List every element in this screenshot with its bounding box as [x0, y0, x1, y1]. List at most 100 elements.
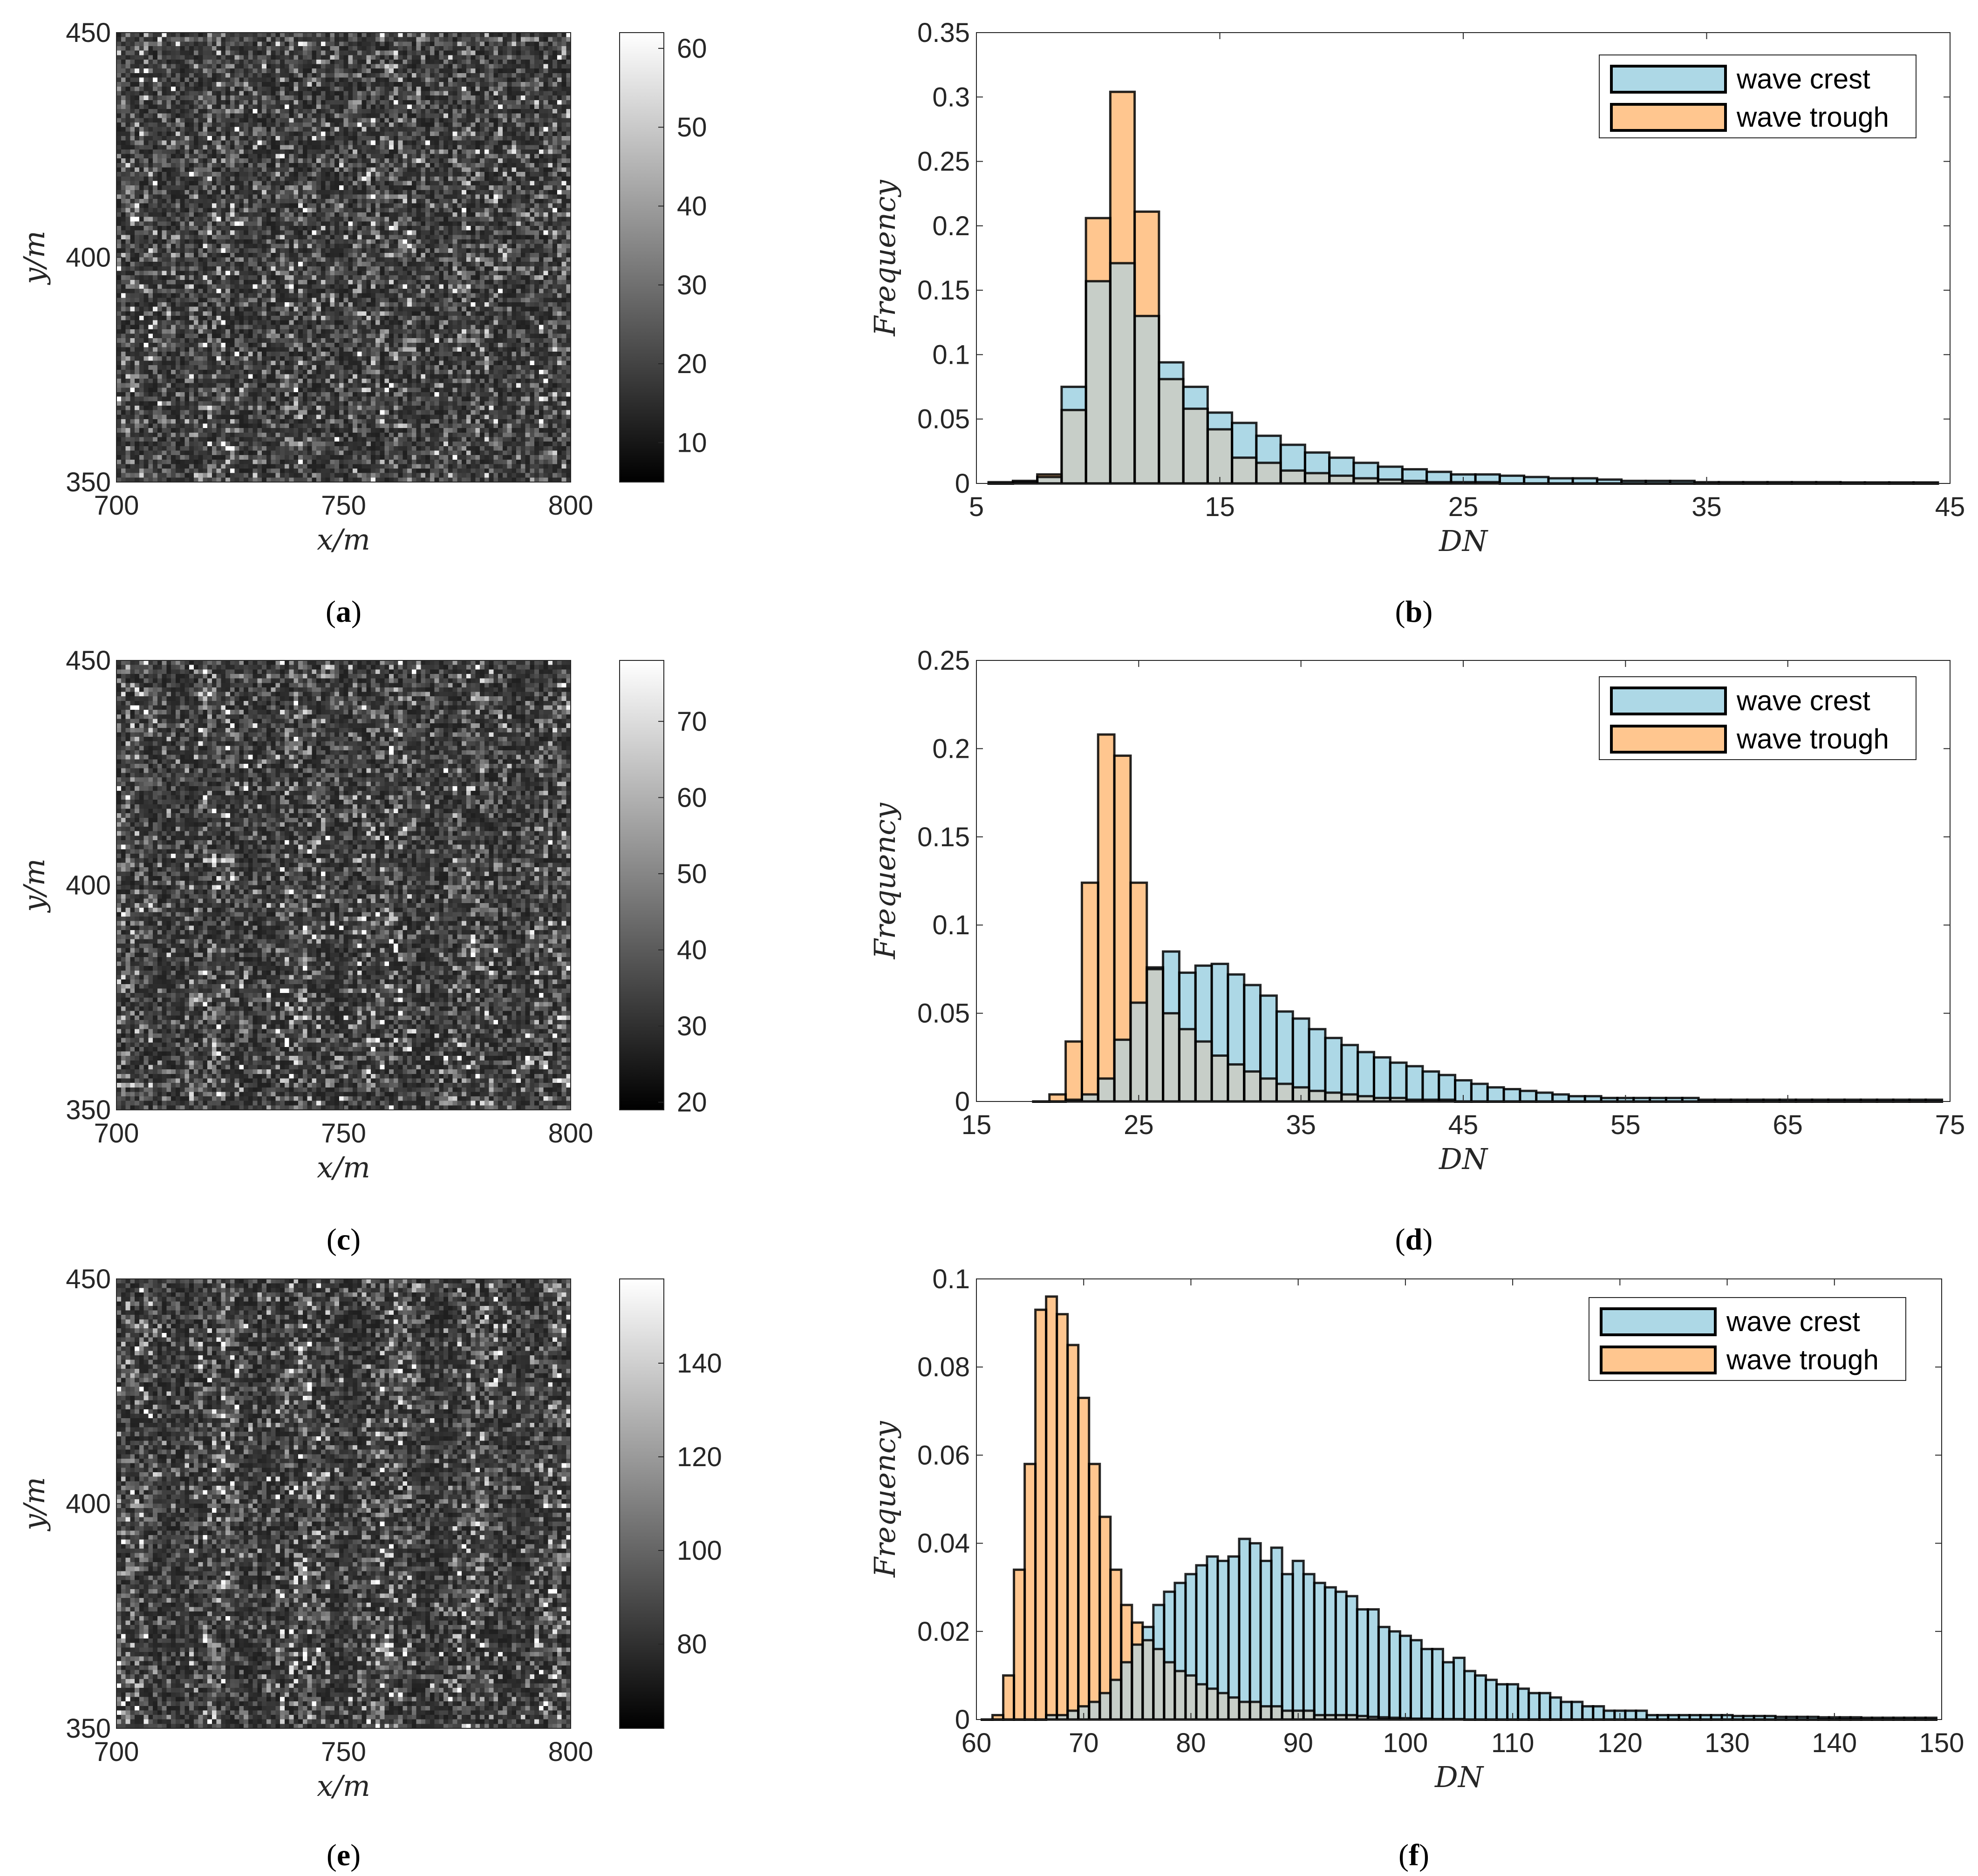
legend: wave crest wave trough	[1599, 54, 1917, 138]
y-axis-label: Frequency	[868, 179, 902, 336]
overlap-bar	[1086, 281, 1111, 483]
crest-bar	[1207, 412, 1232, 429]
crest-bar	[1260, 995, 1277, 1079]
crest-bar	[1573, 478, 1597, 483]
x-axis-label: x/m	[317, 523, 370, 557]
crest-bar	[1732, 1716, 1744, 1720]
crest-bar	[1657, 1715, 1668, 1720]
crest-bar	[1368, 1609, 1379, 1717]
x-tick-label: 130	[1705, 1728, 1750, 1758]
legend-label: wave crest	[1736, 63, 1870, 95]
y-tick-label: 350	[66, 467, 111, 497]
crest-bar	[1625, 1711, 1636, 1720]
overlap-bar	[1082, 1094, 1098, 1101]
crest-bar	[1329, 457, 1354, 476]
y-tick-label: 0.35	[917, 18, 970, 48]
overlap-bar	[1089, 1702, 1100, 1720]
overlap-bar	[1239, 1702, 1250, 1720]
y-tick-label: 0.06	[917, 1440, 970, 1470]
crest-bar	[1668, 1715, 1679, 1720]
y-tick-label: 400	[66, 243, 111, 273]
trough-bar	[1132, 1622, 1143, 1645]
crest-bar	[1406, 1066, 1423, 1100]
crest-bar	[1603, 1711, 1615, 1720]
crest-bar	[1786, 1717, 1797, 1720]
crest-bar	[1293, 1018, 1310, 1088]
colorbar	[619, 32, 664, 483]
caption-close-paren: )	[1419, 1838, 1429, 1872]
legend-label: wave trough	[1726, 1344, 1879, 1375]
crest-bar	[1357, 1052, 1374, 1096]
overlap-bar	[1261, 1706, 1272, 1720]
y-axis-label: y/m	[17, 231, 51, 285]
crest-bar	[1507, 1684, 1518, 1720]
caption-close-paren: )	[350, 1838, 361, 1872]
crest-bar	[1390, 1062, 1407, 1098]
colorbar-tick-label: 30	[677, 270, 707, 300]
overlap-bar	[1368, 1717, 1379, 1720]
colorbar-tick-label: 120	[677, 1442, 722, 1472]
crest-bar	[1325, 1038, 1342, 1093]
colorbar-tick-label: 140	[677, 1348, 722, 1379]
crest-bar	[1597, 479, 1622, 483]
legend-swatch-crest	[1610, 65, 1727, 94]
overlap-bar	[1357, 1716, 1368, 1720]
y-tick-label: 0.25	[917, 646, 970, 676]
x-tick-label: 700	[94, 1737, 139, 1767]
y-tick-label: 0.08	[917, 1352, 970, 1382]
bars	[1032, 733, 1944, 1103]
legend-label: wave crest	[1726, 1306, 1860, 1337]
crest-bar	[1426, 472, 1451, 483]
x-tick-label: 750	[321, 490, 366, 521]
crest-bar	[1325, 1587, 1336, 1715]
y-tick-label: 0	[955, 1705, 970, 1735]
crest-bar	[1550, 1697, 1561, 1720]
overlap-bar	[1374, 1098, 1391, 1101]
crest-bar	[1520, 1091, 1536, 1101]
x-axis-label: DN	[1434, 1760, 1485, 1794]
trough-bar	[992, 1715, 1003, 1720]
x-tick-label: 110	[1491, 1728, 1534, 1758]
crest-bar	[1374, 1057, 1391, 1098]
legend: wave crest wave trough	[1599, 676, 1917, 760]
caption-letter: c	[337, 1223, 350, 1257]
x-tick-label: 60	[962, 1728, 992, 1758]
x-tick-label: 65	[1773, 1110, 1803, 1140]
crest-bar	[1496, 1684, 1507, 1720]
x-axis-label: DN	[1439, 1142, 1489, 1176]
x-tick-label: 100	[1383, 1728, 1428, 1758]
crest-bar	[1678, 1715, 1690, 1720]
y-tick-label: 0.15	[917, 275, 970, 306]
crest-bar	[1346, 1596, 1357, 1715]
crest-bar	[1232, 423, 1256, 458]
caption-open-paren: (	[1395, 595, 1405, 629]
y-tick-label: 0.2	[932, 211, 970, 241]
trough-bar	[1086, 218, 1111, 281]
crest-bar	[1281, 445, 1305, 471]
crest-bar	[1464, 1671, 1475, 1720]
x-tick-label: 25	[1448, 492, 1479, 522]
overlap-bar	[1046, 1715, 1057, 1720]
overlap-bar	[1078, 1706, 1089, 1720]
overlap-bar	[1121, 1662, 1132, 1720]
heatmap-panel-a: 700 750 800 350 400 450 x/m y/m 10 20 30 40 50 60 (a)	[17, 18, 707, 629]
overlap-bar	[1114, 1040, 1131, 1101]
crest-bar	[1518, 1688, 1529, 1720]
crest-bar	[1666, 1098, 1683, 1101]
y-axis-label: y/m	[17, 858, 51, 913]
y-tick-label: 0	[955, 469, 970, 499]
overlap-bar	[1325, 1093, 1342, 1101]
crest-bar	[1552, 1094, 1569, 1101]
crest-bar	[1159, 362, 1184, 379]
panel-caption: (a)	[326, 595, 361, 629]
y-tick-label: 450	[66, 646, 111, 676]
crest-bar	[1282, 1574, 1293, 1711]
crest-bar	[1775, 1717, 1787, 1720]
colorbar-tick-label: 50	[677, 859, 707, 889]
colorbar-tick-label: 60	[677, 782, 707, 813]
trough-bar	[1014, 1570, 1025, 1720]
bars	[987, 90, 1939, 485]
overlap-bar	[1305, 473, 1330, 483]
crest-bar	[1539, 1693, 1550, 1720]
caption-letter: d	[1405, 1223, 1423, 1257]
